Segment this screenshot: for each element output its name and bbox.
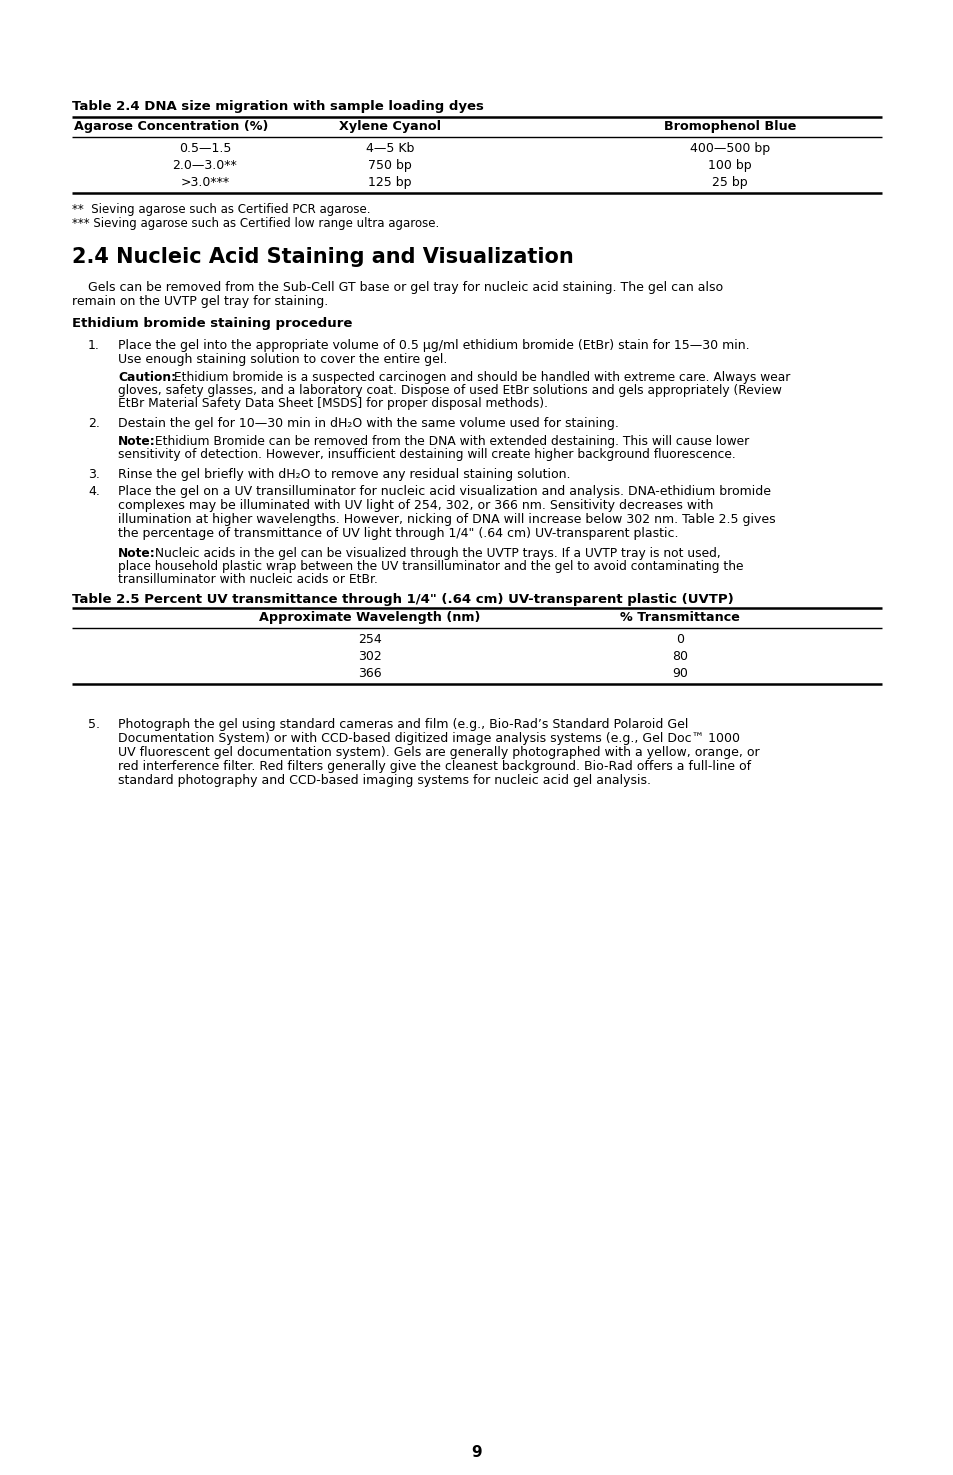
Text: place household plastic wrap between the UV transilluminator and the gel to avoi: place household plastic wrap between the… [118, 560, 742, 572]
Text: 25 bp: 25 bp [712, 176, 747, 189]
Text: 1.: 1. [88, 339, 100, 353]
Text: 2.: 2. [88, 417, 100, 431]
Text: Ethidium bromide is a suspected carcinogen and should be handled with extreme ca: Ethidium bromide is a suspected carcinog… [170, 372, 789, 384]
Text: Gels can be removed from the Sub-Cell GT base or gel tray for nucleic acid stain: Gels can be removed from the Sub-Cell GT… [71, 282, 722, 294]
Text: Destain the gel for 10—30 min in dH₂O with the same volume used for staining.: Destain the gel for 10—30 min in dH₂O wi… [118, 417, 618, 431]
Text: Place the gel into the appropriate volume of 0.5 μg/ml ethidium bromide (EtBr) s: Place the gel into the appropriate volum… [118, 339, 749, 353]
Text: 302: 302 [357, 650, 381, 662]
Text: 3.: 3. [88, 468, 100, 481]
Text: Note:: Note: [118, 435, 155, 448]
Text: the percentage of transmittance of UV light through 1/4" (.64 cm) UV-transparent: the percentage of transmittance of UV li… [118, 527, 678, 540]
Text: red interference filter. Red filters generally give the cleanest background. Bio: red interference filter. Red filters gen… [118, 760, 750, 773]
Text: Table 2.5 Percent UV transmittance through 1/4" (.64 cm) UV-transparent plastic : Table 2.5 Percent UV transmittance throu… [71, 593, 733, 606]
Text: 90: 90 [671, 667, 687, 680]
Text: 5.: 5. [88, 718, 100, 732]
Text: gloves, safety glasses, and a laboratory coat. Dispose of used EtBr solutions an: gloves, safety glasses, and a laboratory… [118, 384, 781, 397]
Text: 254: 254 [357, 633, 381, 646]
Text: sensitivity of detection. However, insufficient destaining will create higher ba: sensitivity of detection. However, insuf… [118, 448, 735, 462]
Text: standard photography and CCD-based imaging systems for nucleic acid gel analysis: standard photography and CCD-based imagi… [118, 774, 650, 788]
Text: 9: 9 [471, 1446, 482, 1460]
Text: Approximate Wavelength (nm): Approximate Wavelength (nm) [259, 611, 480, 624]
Text: Use enough staining solution to cover the entire gel.: Use enough staining solution to cover th… [118, 353, 447, 366]
Text: 400—500 bp: 400—500 bp [689, 142, 769, 155]
Text: 0.5—1.5: 0.5—1.5 [178, 142, 231, 155]
Text: Agarose Concentration (%): Agarose Concentration (%) [74, 119, 268, 133]
Text: Bromophenol Blue: Bromophenol Blue [663, 119, 796, 133]
Text: 0: 0 [676, 633, 683, 646]
Text: >3.0***: >3.0*** [180, 176, 230, 189]
Text: Documentation System) or with CCD-based digitized image analysis systems (e.g., : Documentation System) or with CCD-based … [118, 732, 740, 745]
Text: Rinse the gel briefly with dH₂O to remove any residual staining solution.: Rinse the gel briefly with dH₂O to remov… [118, 468, 570, 481]
Text: 2.4 Nucleic Acid Staining and Visualization: 2.4 Nucleic Acid Staining and Visualizat… [71, 246, 573, 267]
Text: remain on the UVTP gel tray for staining.: remain on the UVTP gel tray for staining… [71, 295, 328, 308]
Text: 750 bp: 750 bp [368, 159, 412, 173]
Text: Photograph the gel using standard cameras and film (e.g., Bio-Rad’s Standard Pol: Photograph the gel using standard camera… [118, 718, 688, 732]
Text: Caution:: Caution: [118, 372, 176, 384]
Text: *** Sieving agarose such as Certified low range ultra agarose.: *** Sieving agarose such as Certified lo… [71, 217, 438, 230]
Text: Note:: Note: [118, 547, 155, 560]
Text: % Transmittance: % Transmittance [619, 611, 740, 624]
Text: illumination at higher wavelengths. However, nicking of DNA will increase below : illumination at higher wavelengths. Howe… [118, 513, 775, 527]
Text: 2.0—3.0**: 2.0—3.0** [172, 159, 237, 173]
Text: Nucleic acids in the gel can be visualized through the UVTP trays. If a UVTP tra: Nucleic acids in the gel can be visualiz… [151, 547, 720, 560]
Text: 4.: 4. [88, 485, 100, 499]
Text: transilluminator with nucleic acids or EtBr.: transilluminator with nucleic acids or E… [118, 572, 377, 586]
Text: 80: 80 [671, 650, 687, 662]
Text: 4—5 Kb: 4—5 Kb [365, 142, 414, 155]
Text: Ethidium bromide staining procedure: Ethidium bromide staining procedure [71, 317, 352, 330]
Text: 366: 366 [357, 667, 381, 680]
Text: Xylene Cyanol: Xylene Cyanol [338, 119, 440, 133]
Text: 100 bp: 100 bp [707, 159, 751, 173]
Text: EtBr Material Safety Data Sheet [MSDS] for proper disposal methods).: EtBr Material Safety Data Sheet [MSDS] f… [118, 397, 547, 410]
Text: 125 bp: 125 bp [368, 176, 412, 189]
Text: complexes may be illuminated with UV light of 254, 302, or 366 nm. Sensitivity d: complexes may be illuminated with UV lig… [118, 499, 713, 512]
Text: **  Sieving agarose such as Certified PCR agarose.: ** Sieving agarose such as Certified PCR… [71, 204, 370, 215]
Text: Ethidium Bromide can be removed from the DNA with extended destaining. This will: Ethidium Bromide can be removed from the… [151, 435, 748, 448]
Text: Place the gel on a UV transilluminator for nucleic acid visualization and analys: Place the gel on a UV transilluminator f… [118, 485, 770, 499]
Text: Table 2.4 DNA size migration with sample loading dyes: Table 2.4 DNA size migration with sample… [71, 100, 483, 114]
Text: UV fluorescent gel documentation system). Gels are generally photographed with a: UV fluorescent gel documentation system)… [118, 746, 759, 760]
